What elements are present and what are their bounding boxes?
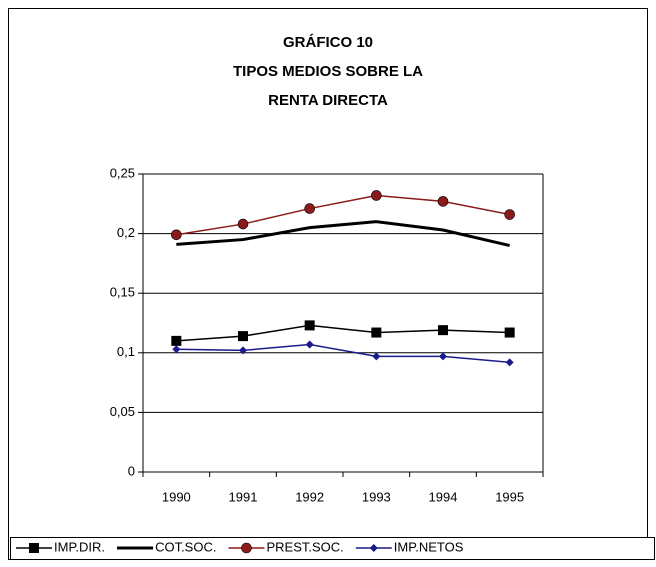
y-tick-label: 0,25 <box>110 165 135 180</box>
marker <box>371 327 382 338</box>
x-tick-label: 1990 <box>162 489 191 504</box>
y-tick-label: 0,2 <box>117 225 135 240</box>
series-line <box>176 343 510 364</box>
marker <box>304 320 315 331</box>
legend-label: IMP.NETOS <box>394 539 464 554</box>
y-tick-label: 0,05 <box>110 404 135 419</box>
series-line <box>176 324 510 342</box>
marker <box>241 542 252 554</box>
legend-label: IMP.DIR. <box>54 539 105 554</box>
y-tick-label: 0,15 <box>110 285 135 300</box>
series-line <box>176 220 511 247</box>
marker <box>237 218 249 230</box>
legend-label: COT.SOC. <box>155 539 216 554</box>
x-tick-label: 1992 <box>295 489 324 504</box>
x-tick-label: 1995 <box>495 489 524 504</box>
marker <box>239 346 247 355</box>
marker <box>505 358 514 367</box>
legend-box <box>10 537 655 560</box>
y-tick-label: 0 <box>128 463 135 478</box>
marker <box>439 352 447 361</box>
chart-frame <box>8 8 648 560</box>
legend-label: PREST.SOC. <box>266 539 343 554</box>
marker <box>369 544 378 552</box>
marker <box>171 335 182 346</box>
marker <box>305 340 314 349</box>
marker <box>171 229 182 241</box>
marker <box>437 196 449 207</box>
x-tick-label: 1991 <box>229 489 258 504</box>
marker <box>172 345 181 354</box>
y-tick-label: 0,1 <box>117 344 135 359</box>
marker <box>238 331 248 342</box>
series-line <box>176 194 510 236</box>
x-tick-label: 1993 <box>362 489 391 504</box>
chart-title: RENTA DIRECTA <box>268 92 388 109</box>
chart-title: GRÁFICO 10 <box>283 34 373 51</box>
marker <box>29 543 39 553</box>
marker <box>372 352 381 361</box>
marker <box>438 325 448 336</box>
chart-title: TIPOS MEDIOS SOBRE LA <box>233 63 423 80</box>
marker <box>371 190 382 201</box>
marker <box>504 327 515 338</box>
marker <box>504 209 515 220</box>
x-tick-label: 1994 <box>429 489 458 504</box>
marker <box>304 203 315 214</box>
